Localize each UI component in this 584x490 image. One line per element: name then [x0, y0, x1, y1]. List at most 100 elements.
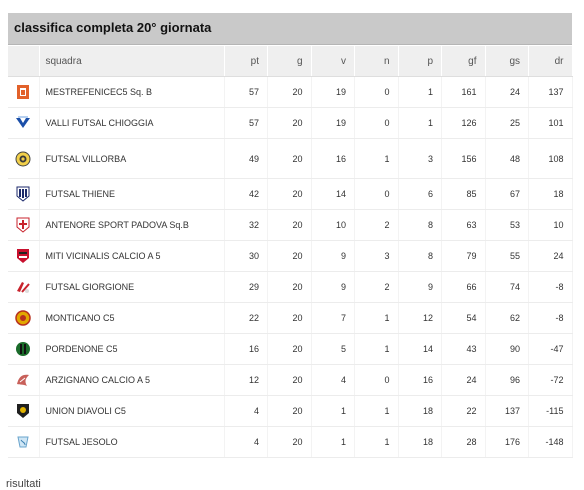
table-row: VALLI FUTSAL CHIOGGIA 57 20 19 0 1 126 25 101: [8, 107, 573, 139]
cell-pt: 4: [224, 395, 268, 427]
cell-gs: 25: [485, 107, 529, 139]
results-section-label: risultati: [6, 478, 41, 490]
cell-g: 20: [267, 426, 312, 458]
team-name[interactable]: ANTENORE SPORT PADOVA Sq.B: [39, 209, 225, 241]
team-name[interactable]: MITI VICINALIS CALCIO A 5: [39, 240, 225, 272]
team-name[interactable]: FUTSAL GIORGIONE: [39, 271, 225, 303]
header-g[interactable]: g: [267, 46, 312, 77]
team-name[interactable]: UNION DIAVOLI C5: [39, 395, 225, 427]
standings-title: classifica completa 20° giornata: [14, 20, 212, 35]
cell-v: 4: [311, 364, 355, 396]
cell-g: 20: [267, 240, 312, 272]
cell-gf: 161: [441, 76, 486, 108]
cell-n: 2: [354, 271, 399, 303]
header-gf[interactable]: gf: [441, 46, 486, 77]
team-logo-cell: [8, 426, 40, 458]
cell-dr: 10: [528, 209, 573, 241]
cell-dr: -8: [528, 271, 573, 303]
cell-v: 16: [311, 138, 355, 179]
cell-p: 18: [398, 426, 442, 458]
cell-g: 20: [267, 76, 312, 108]
team-logo-cell: [8, 395, 40, 427]
cell-v: 10: [311, 209, 355, 241]
team-name[interactable]: ARZIGNANO CALCIO A 5: [39, 364, 225, 396]
header-logo: [8, 46, 40, 77]
miti-vicinalis-logo-icon: [15, 248, 31, 264]
mestrefenice-logo-icon: [15, 84, 31, 100]
table-row: FUTSAL VILLORBA 49 20 16 1 3 156 48 108: [8, 138, 573, 179]
cell-g: 20: [267, 333, 312, 365]
union-diavoli-logo-icon: [15, 403, 31, 419]
cell-n: 3: [354, 240, 399, 272]
team-logo-cell: [8, 271, 40, 303]
cell-dr: -47: [528, 333, 573, 365]
cell-gf: 79: [441, 240, 486, 272]
team-name[interactable]: MESTREFENICEC5 Sq. B: [39, 76, 225, 108]
cell-g: 20: [267, 209, 312, 241]
cell-gs: 176: [485, 426, 529, 458]
team-name[interactable]: MONTICANO C5: [39, 302, 225, 334]
header-gs[interactable]: gs: [485, 46, 529, 77]
cell-g: 20: [267, 271, 312, 303]
cell-gs: 55: [485, 240, 529, 272]
header-pt[interactable]: pt: [224, 46, 268, 77]
cell-n: 1: [354, 302, 399, 334]
cell-gf: 24: [441, 364, 486, 396]
team-name[interactable]: FUTSAL VILLORBA: [39, 138, 225, 179]
cell-p: 12: [398, 302, 442, 334]
team-logo-cell: [8, 178, 40, 210]
table-row: PORDENONE C5 16 20 5 1 14 43 90 -47: [8, 333, 573, 365]
futsal-giorgione-logo-icon: [15, 279, 31, 295]
cell-v: 1: [311, 426, 355, 458]
cell-v: 5: [311, 333, 355, 365]
team-logo-cell: [8, 209, 40, 241]
team-name[interactable]: FUTSAL JESOLO: [39, 426, 225, 458]
cell-p: 16: [398, 364, 442, 396]
cell-v: 1: [311, 395, 355, 427]
cell-gf: 22: [441, 395, 486, 427]
cell-pt: 42: [224, 178, 268, 210]
cell-dr: -148: [528, 426, 573, 458]
cell-gf: 43: [441, 333, 486, 365]
header-dr[interactable]: dr: [528, 46, 573, 77]
team-logo-cell: [8, 333, 40, 365]
cell-g: 20: [267, 364, 312, 396]
table-row: MESTREFENICEC5 Sq. B 57 20 19 0 1 161 24 137: [8, 76, 573, 108]
cell-gs: 24: [485, 76, 529, 108]
cell-gf: 126: [441, 107, 486, 139]
cell-g: 20: [267, 107, 312, 139]
cell-gf: 85: [441, 178, 486, 210]
team-name[interactable]: FUTSAL THIENE: [39, 178, 225, 210]
cell-n: 0: [354, 364, 399, 396]
cell-v: 19: [311, 76, 355, 108]
standings-table: squadra pt g v n p gf gs dr MESTREFENICE…: [8, 46, 573, 458]
cell-dr: -8: [528, 302, 573, 334]
cell-gf: 66: [441, 271, 486, 303]
cell-pt: 12: [224, 364, 268, 396]
valli-futsal-logo-icon: [15, 115, 31, 131]
cell-g: 20: [267, 138, 312, 179]
table-row: MITI VICINALIS CALCIO A 5 30 20 9 3 8 79 55 24: [8, 240, 573, 272]
arzignano-logo-icon: [15, 372, 31, 388]
cell-v: 19: [311, 107, 355, 139]
header-p[interactable]: p: [398, 46, 442, 77]
team-logo-cell: [8, 138, 40, 179]
futsal-thiene-logo-icon: [15, 186, 31, 202]
cell-p: 1: [398, 107, 442, 139]
header-team[interactable]: squadra: [39, 46, 225, 77]
cell-g: 20: [267, 302, 312, 334]
cell-v: 9: [311, 271, 355, 303]
cell-dr: -115: [528, 395, 573, 427]
cell-pt: 57: [224, 107, 268, 139]
header-n[interactable]: n: [354, 46, 399, 77]
cell-g: 20: [267, 178, 312, 210]
cell-pt: 22: [224, 302, 268, 334]
team-name[interactable]: PORDENONE C5: [39, 333, 225, 365]
team-name[interactable]: VALLI FUTSAL CHIOGGIA: [39, 107, 225, 139]
header-v[interactable]: v: [311, 46, 355, 77]
cell-p: 9: [398, 271, 442, 303]
cell-gs: 53: [485, 209, 529, 241]
cell-pt: 32: [224, 209, 268, 241]
team-logo-cell: [8, 107, 40, 139]
cell-gf: 54: [441, 302, 486, 334]
